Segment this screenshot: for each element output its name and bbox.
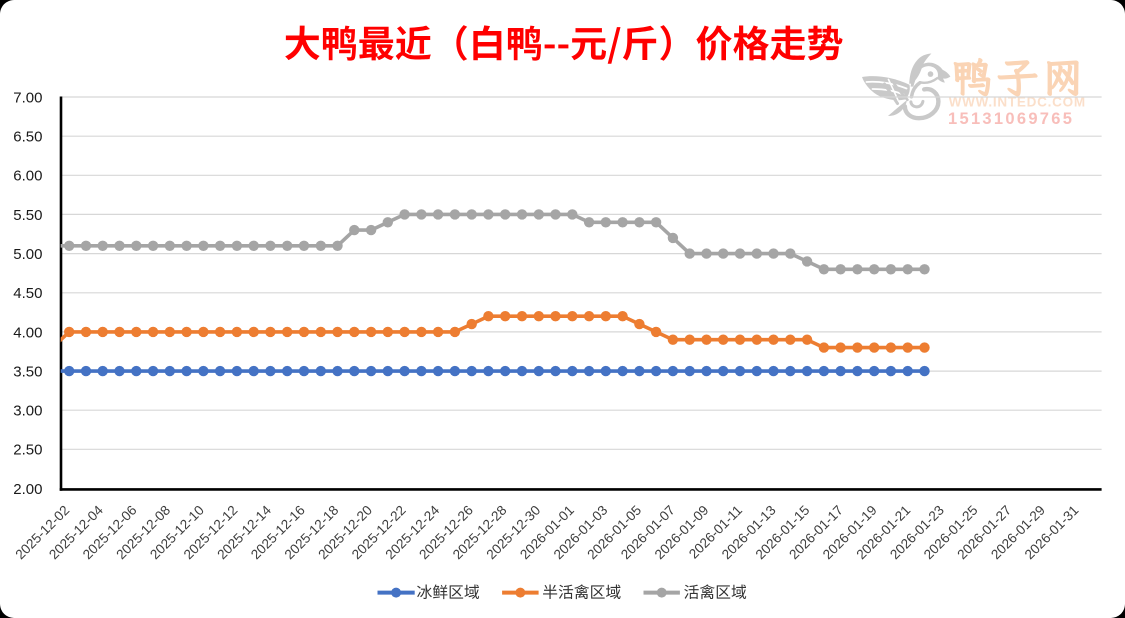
svg-text:WWW.INTEDC.COM: WWW.INTEDC.COM — [949, 95, 1086, 110]
svg-text:5.50: 5.50 — [13, 207, 42, 224]
svg-text:2.00: 2.00 — [13, 481, 42, 498]
svg-text:6.00: 6.00 — [13, 168, 42, 185]
svg-text:7.00: 7.00 — [13, 89, 42, 106]
svg-text:3.50: 3.50 — [13, 363, 42, 380]
svg-text:2.50: 2.50 — [13, 442, 42, 459]
svg-text:5.00: 5.00 — [13, 246, 42, 263]
svg-text:6.50: 6.50 — [13, 129, 42, 146]
svg-text:4.00: 4.00 — [13, 324, 42, 341]
svg-text:3.00: 3.00 — [13, 403, 42, 420]
svg-text:4.50: 4.50 — [13, 285, 42, 302]
svg-text:15131069765: 15131069765 — [948, 110, 1074, 128]
